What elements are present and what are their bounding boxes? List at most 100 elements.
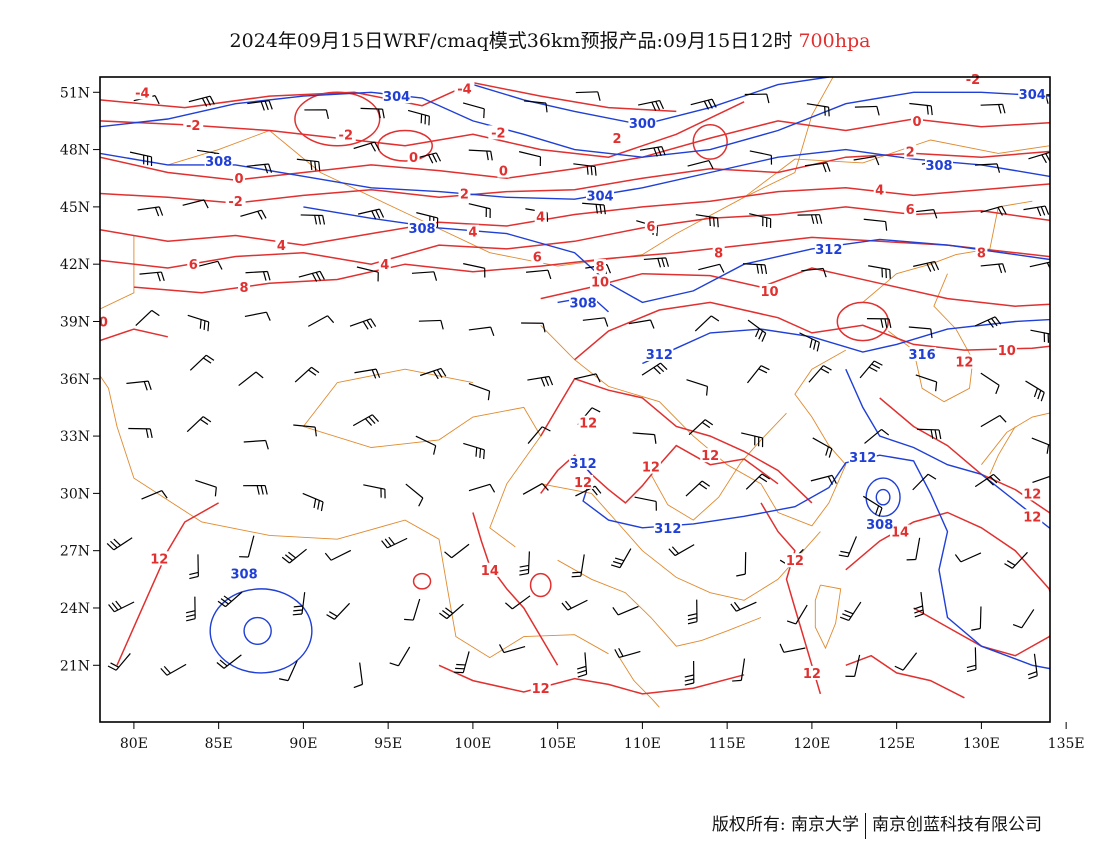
temperature-contour-label: 12 <box>642 461 660 476</box>
temperature-contour-label: -2 <box>228 195 242 210</box>
wind-barb <box>1090 263 1100 272</box>
wind-barb <box>188 95 215 107</box>
temperature-label-bg <box>534 209 547 224</box>
temperature-contour-label: 14 <box>891 526 909 541</box>
wind-barb <box>360 107 385 119</box>
wind-barb <box>353 141 380 152</box>
wind-barb <box>561 599 588 611</box>
lon-tick-label: 100E <box>454 736 491 752</box>
boundary-line <box>557 559 762 647</box>
wind-barb <box>302 492 324 512</box>
boundary-line <box>650 412 787 521</box>
wind-barb <box>634 496 657 511</box>
temperature-contour-label: 0 <box>499 165 508 180</box>
lat-tick-label: 36N <box>60 372 90 388</box>
wind-barb <box>307 315 335 327</box>
wind-barb <box>1083 430 1100 441</box>
wind-barb <box>324 549 352 561</box>
wind-barb <box>966 647 977 673</box>
temperature-isotherm <box>472 512 559 666</box>
temperature-contour-label: 8 <box>596 260 605 275</box>
title-text: 2024年09月15日WRF/cmaq模式36km预报产品:09月15日12时 <box>229 30 793 52</box>
map-frame <box>99 76 1051 723</box>
temperature-isotherm <box>540 377 813 504</box>
wind-barb <box>974 316 1002 328</box>
boundary-line <box>540 324 847 527</box>
wind-barb <box>108 600 135 613</box>
temperature-isotherm <box>540 267 1050 307</box>
wind-barb <box>420 367 447 380</box>
temperature-closed-contour <box>377 129 433 162</box>
temperature-label-bg <box>910 113 923 128</box>
wind-barb <box>906 537 921 561</box>
temperature-contour-label: 12 <box>1023 510 1041 525</box>
temperature-label-bg <box>640 459 661 474</box>
wind-barb <box>418 319 444 330</box>
wind-barb <box>694 315 720 332</box>
wind-barb <box>135 309 160 327</box>
geopotential-closed-contour <box>243 616 272 645</box>
lon-tick-label: 125E <box>878 736 915 752</box>
wind-barb <box>246 163 273 174</box>
geopotential-contour-label: 312 <box>646 348 673 363</box>
temperature-contour-label: 12 <box>532 682 550 697</box>
temperature-contour-label: 4 <box>875 184 884 199</box>
wind-barb <box>356 266 379 282</box>
wind-barb <box>182 199 209 209</box>
wind-barb <box>247 100 273 111</box>
temperature-label-bg <box>132 85 153 100</box>
temperature-contour-label: 12 <box>701 449 719 464</box>
wind-barb <box>974 163 1001 173</box>
geopotential-contour-label: 304 <box>586 189 613 204</box>
temperature-isotherm <box>100 101 745 158</box>
wind-barb <box>404 598 421 621</box>
geopotential-contour-label: 312 <box>815 243 842 258</box>
temperature-contour-label: 12 <box>150 552 168 567</box>
wind-barb <box>185 596 196 622</box>
temperature-contour-label: -4 <box>135 86 149 101</box>
lon-tick-label: 120E <box>793 736 830 752</box>
wind-barb <box>244 311 271 321</box>
temperature-label-bg <box>873 182 886 197</box>
wind-barb <box>698 263 725 273</box>
wind-barb <box>611 548 632 569</box>
wind-barb <box>294 366 320 383</box>
geopotential-contour-label: 304 <box>383 90 410 105</box>
temperature-isotherm <box>100 81 677 113</box>
wind-barb <box>240 209 267 220</box>
boundary-line <box>302 368 542 548</box>
geopotential-label-bg <box>204 154 233 169</box>
wind-barb <box>281 548 307 564</box>
wind-barb <box>1081 205 1100 215</box>
wind-barb <box>573 163 597 176</box>
latitude-axis: 51N 48N 45N 42N 39N 36N 33N 30N 27N 24N 21N <box>60 85 100 674</box>
wind-barb <box>574 373 601 383</box>
temperature-label-bg <box>890 524 911 539</box>
temperature-contour-label: 6 <box>189 258 198 273</box>
geopotential-contour-label: 308 <box>205 155 232 170</box>
lat-tick-label: 30N <box>60 486 90 502</box>
wind-barb <box>974 473 1001 488</box>
wind-barb <box>668 544 695 557</box>
wind-barb <box>913 592 925 618</box>
temperature-contour-label: 4 <box>380 258 389 273</box>
wind-barb <box>468 382 491 401</box>
wind-barb <box>690 98 717 110</box>
wind-barb <box>245 270 271 281</box>
wind-barb <box>1027 653 1038 680</box>
temperature-label-bg <box>232 171 245 186</box>
wind-barb <box>1084 595 1093 619</box>
temperature-label-bg <box>378 257 391 272</box>
temperature-label-bg <box>1022 509 1043 524</box>
temperature-label-bg <box>594 259 607 274</box>
wind-barb <box>853 155 880 166</box>
wind-barb <box>1091 374 1100 384</box>
temperature-label-bg <box>149 551 170 566</box>
wind-barbs <box>106 91 1100 689</box>
temperature-isotherm <box>574 301 1050 361</box>
temperature-contour-label: -2 <box>339 128 353 143</box>
wind-barb <box>810 474 837 485</box>
geopotential-contour-label: 308 <box>408 222 435 237</box>
temperature-isotherm <box>116 502 219 666</box>
